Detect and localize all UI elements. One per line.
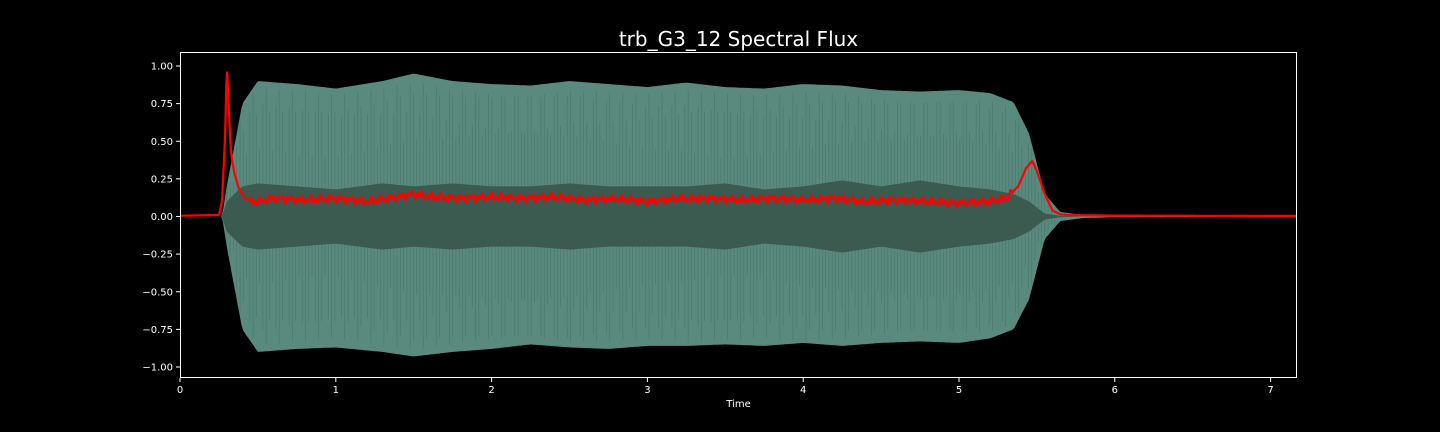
x-tick-label: 3 [644,385,650,396]
chart-title: trb_G3_12 Spectral Flux [618,27,859,51]
y-tick-label: 1.00 [151,62,173,73]
x-tick-label: 2 [488,385,494,396]
plot-area [180,71,1297,357]
y-tick-label: 0.25 [151,174,173,185]
x-tick-label: 0 [177,385,183,396]
x-tick-label: 1 [333,385,339,396]
spectral-flux-line [180,71,1297,217]
x-tick-label: 6 [1112,385,1118,396]
y-tick-label: −0.25 [142,250,173,261]
x-tick-label: 5 [956,385,962,396]
axes-frame [180,52,1297,378]
x-tick-label: 4 [800,385,806,396]
y-tick-label: 0.75 [151,99,173,110]
x-axis-label: Time [725,399,750,410]
x-tick-label: 7 [1267,385,1273,396]
y-tick-label: −0.75 [142,325,173,336]
y-tick-label: −1.00 [142,363,173,374]
y-tick-label: −0.50 [142,287,173,298]
waveform-inner-band [180,180,1297,253]
y-tick-label: 0.00 [151,212,173,223]
y-tick-label: 0.50 [151,137,173,148]
